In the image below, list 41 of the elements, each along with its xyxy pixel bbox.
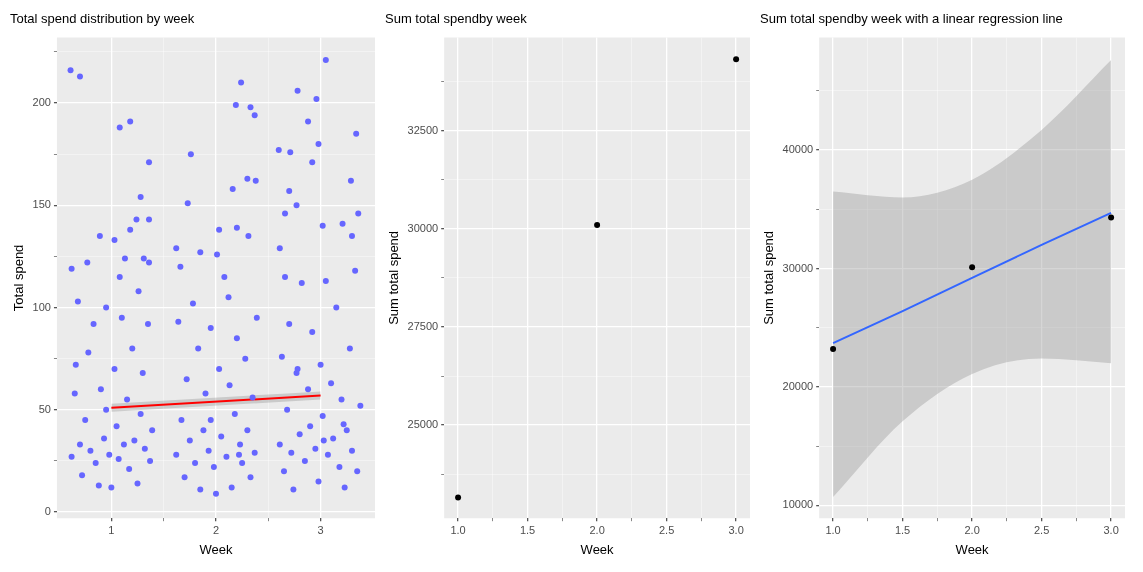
point — [733, 56, 740, 63]
point — [455, 494, 462, 501]
y-tick-label: 0 — [44, 505, 51, 518]
point — [1108, 214, 1115, 221]
chart-title: Sum total spendby week — [385, 11, 528, 27]
x-tick-label: 2.5 — [1033, 523, 1050, 536]
point — [830, 346, 837, 353]
y-tick-label: 150 — [32, 198, 51, 211]
x-tick-label: 2 — [212, 523, 220, 536]
x-tick-label: 1.0 — [825, 523, 841, 536]
point — [594, 221, 601, 228]
x-tick-label: 2.5 — [658, 523, 675, 536]
x-tick-label: 1 — [108, 523, 115, 536]
y-tick-label: 200 — [32, 96, 51, 109]
y-tick-label: 100 — [32, 300, 51, 313]
y-tick-label: 20000 — [782, 379, 814, 392]
y-tick-label: 27500 — [407, 320, 439, 333]
y-tick-label: 40000 — [782, 143, 814, 156]
x-axis-title: Week — [199, 541, 233, 557]
x-tick-label: 1.5 — [894, 523, 911, 536]
y-tick-label: 25000 — [407, 418, 439, 431]
y-axis-title: Total spend — [11, 244, 27, 312]
x-tick-label: 2.0 — [589, 523, 605, 536]
x-tick-label: 1.0 — [450, 523, 466, 536]
y-axis-title: Sum total spend — [386, 230, 402, 325]
y-tick-label: 10000 — [782, 498, 814, 511]
chart-title: Sum total spendby week with a linear regression line — [760, 11, 1063, 27]
x-axis-title: Week — [580, 541, 615, 557]
point — [969, 264, 976, 271]
x-tick-label: 3.0 — [1103, 523, 1119, 536]
y-tick-label: 30000 — [782, 261, 814, 274]
chart-title: Total spend distribution by week — [10, 11, 195, 27]
x-tick-label: 1.5 — [519, 523, 536, 536]
x-tick-label: 2.0 — [964, 523, 980, 536]
y-tick-label: 30000 — [407, 221, 439, 234]
y-tick-label: 50 — [38, 402, 51, 415]
y-tick-label: 32500 — [407, 123, 439, 136]
x-tick-label: 3 — [317, 523, 324, 536]
x-axis-title: Week — [955, 541, 990, 557]
y-axis-title: Sum total spend — [761, 230, 777, 325]
x-tick-label: 3.0 — [728, 523, 744, 536]
